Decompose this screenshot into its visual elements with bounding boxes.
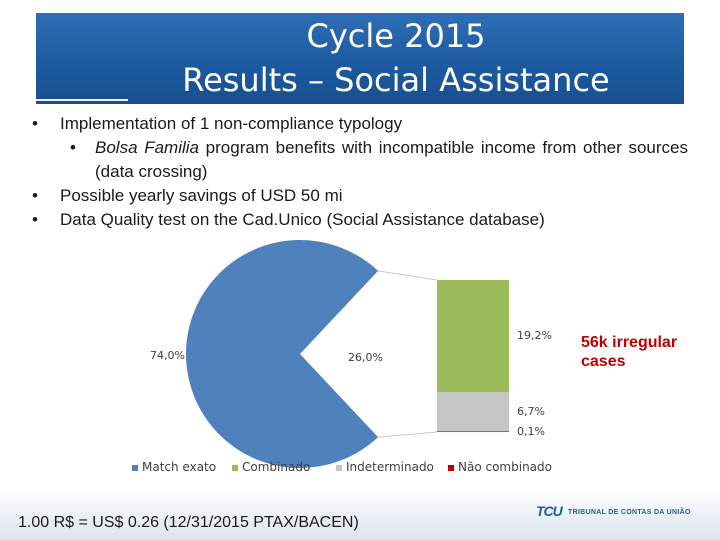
tcu-logo-mark: TCU <box>536 503 563 519</box>
bullet-marker: • <box>32 114 38 133</box>
legend-label-match-exato: Match exato <box>142 460 216 474</box>
legend-label-indeterminado: Indeterminado <box>346 460 434 474</box>
bullet-text: Implementation of 1 non-compliance typol… <box>60 114 403 133</box>
title-line-1: Cycle 2015 <box>306 17 486 55</box>
program-name: Bolsa Familia <box>95 138 199 157</box>
bar-segment-combinado <box>437 280 509 393</box>
connector-line-bottom <box>377 431 438 438</box>
data-label-combinado: 19,2% <box>517 329 552 342</box>
data-label-nao-combinado: 0,1% <box>517 425 545 438</box>
data-label-indeterminado: 6,7% <box>517 405 545 418</box>
slide-title: Cycle 2015 Results – Social Assistance <box>36 14 720 102</box>
legend-swatch-nao-combinado <box>448 465 454 471</box>
footer-band <box>0 490 720 540</box>
banner-underline <box>36 99 128 101</box>
bullet-marker: • <box>32 210 38 229</box>
data-label-pie-match-exato: 74,0% <box>150 349 185 362</box>
pie-slice-match-exato <box>185 240 379 468</box>
data-label-pie-other: 26,0% <box>348 351 383 364</box>
legend-label-combinado: Combinado <box>242 460 310 474</box>
callout-line-2: cases <box>581 353 626 370</box>
sub-bullet-text: program benefits with incompatible incom… <box>95 138 688 181</box>
bar-segment-nao-combinado <box>437 431 509 433</box>
bullet-item: • Possible yearly savings of USD 50 mi <box>28 184 688 208</box>
bullet-item: • Data Quality test on the Cad.Unico (So… <box>28 208 688 232</box>
legend-swatch-indeterminado <box>336 465 342 471</box>
legend-label-nao-combinado: Não combinado <box>458 460 552 474</box>
bullet-marker: • <box>70 138 76 157</box>
legend-swatch-combinado <box>232 465 238 471</box>
bullet-item: • Implementation of 1 non-compliance typ… <box>28 112 688 136</box>
tcu-logo: TCU TRIBUNAL DE CONTAS DA UNIÃO <box>536 503 691 521</box>
title-banner <box>36 13 684 104</box>
bullet-marker: • <box>32 186 38 205</box>
connector-line-top <box>377 270 438 281</box>
bullet-text: Data Quality test on the Cad.Unico (Soci… <box>60 210 545 229</box>
bullet-list: • Implementation of 1 non-compliance typ… <box>28 112 688 232</box>
legend-swatch-match-exato <box>132 465 138 471</box>
bar-segment-indeterminado <box>437 392 509 432</box>
tcu-logo-text: TRIBUNAL DE CONTAS DA UNIÃO <box>568 508 691 516</box>
exchange-rate-note: 1.00 R$ = US$ 0.26 (12/31/2015 PTAX/BACE… <box>18 514 359 531</box>
sub-bullet-item: • Bolsa Familia program benefits with in… <box>28 136 688 184</box>
callout-line-1: 56k irregular <box>581 334 678 351</box>
bullet-text: Possible yearly savings of USD 50 mi <box>60 186 343 205</box>
irregular-cases-callout: 56k irregular cases <box>581 333 677 371</box>
title-line-2: Results – Social Assistance <box>182 61 610 99</box>
